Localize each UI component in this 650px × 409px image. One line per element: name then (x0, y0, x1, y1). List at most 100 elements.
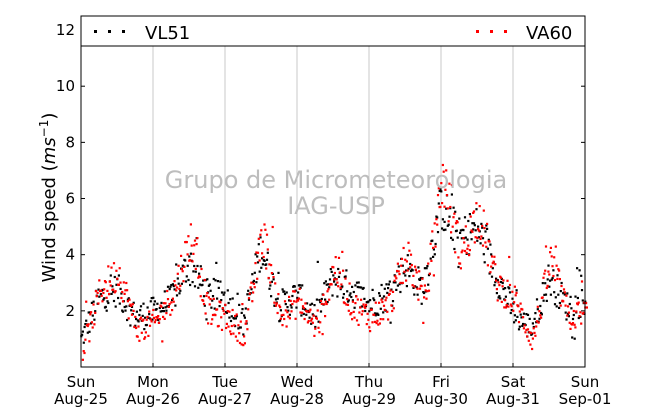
data-point (334, 256, 337, 259)
data-point (238, 341, 242, 345)
y-tick-label: 10 (56, 77, 75, 95)
data-point (549, 279, 552, 282)
data-point (532, 325, 535, 329)
data-point (423, 267, 426, 270)
data-point (83, 325, 86, 329)
data-point (193, 244, 196, 247)
data-point (402, 246, 405, 250)
data-point (308, 316, 311, 319)
data-point (459, 229, 462, 232)
data-point (470, 238, 473, 241)
data-point (300, 298, 303, 301)
data-point (84, 338, 87, 341)
data-point (225, 326, 228, 330)
data-point (311, 321, 314, 324)
data-point (528, 317, 531, 320)
data-point (332, 274, 335, 277)
data-point (274, 298, 278, 301)
data-point (405, 260, 408, 263)
data-point (203, 278, 206, 282)
data-point (513, 314, 516, 317)
data-point (544, 282, 547, 285)
data-point (536, 308, 539, 311)
data-point (273, 301, 276, 304)
data-point (261, 257, 264, 260)
data-point (129, 303, 132, 306)
data-point (416, 287, 419, 290)
data-point (537, 321, 540, 324)
data-point (499, 276, 503, 279)
data-point (187, 235, 190, 238)
data-point (395, 288, 398, 291)
data-point (380, 283, 383, 287)
data-point (580, 280, 584, 283)
data-point (210, 322, 213, 325)
data-point (229, 330, 232, 333)
data-point (427, 283, 430, 286)
data-point (169, 313, 172, 316)
data-point (320, 302, 323, 305)
data-point (99, 293, 102, 296)
data-point (191, 281, 194, 284)
data-point (522, 322, 525, 326)
data-point (286, 311, 289, 314)
data-point (120, 296, 123, 300)
data-point (418, 278, 422, 281)
data-point (479, 237, 482, 240)
data-point (498, 284, 501, 287)
data-point (285, 325, 288, 328)
data-point (504, 287, 507, 290)
data-point (377, 313, 380, 316)
data-point (219, 301, 222, 304)
data-point (237, 324, 240, 327)
data-point (371, 321, 374, 324)
data-point (340, 283, 343, 286)
data-point (162, 310, 165, 313)
data-point (558, 301, 561, 305)
data-point (348, 282, 351, 285)
data-point (166, 298, 170, 301)
data-point (416, 293, 419, 296)
data-point (549, 251, 552, 254)
x-tick-label-date: Aug-28 (270, 390, 324, 408)
data-point (237, 327, 240, 330)
data-point (540, 316, 543, 319)
data-point (533, 331, 536, 334)
data-point (171, 297, 174, 300)
data-point (552, 269, 555, 272)
data-point (153, 316, 156, 319)
data-point (285, 291, 288, 294)
data-point (168, 288, 171, 291)
data-point (336, 295, 339, 298)
data-point (295, 306, 298, 309)
data-point (264, 228, 267, 231)
data-point (283, 290, 286, 293)
data-point (175, 286, 179, 289)
data-point (560, 281, 563, 285)
data-point (290, 306, 293, 309)
data-point (87, 311, 90, 314)
data-point (403, 270, 406, 273)
data-point (413, 285, 416, 288)
data-point (503, 306, 506, 309)
data-point (274, 282, 277, 285)
data-point (112, 290, 115, 293)
data-point (325, 302, 328, 306)
data-point (452, 206, 455, 209)
data-point (464, 236, 467, 239)
data-point (357, 281, 360, 284)
data-point (565, 294, 568, 297)
data-point (475, 208, 478, 211)
data-point (455, 220, 458, 223)
data-point (495, 277, 498, 280)
data-point (262, 255, 265, 259)
data-point (220, 316, 223, 319)
data-point (531, 322, 534, 325)
data-point (459, 267, 462, 270)
watermark: Grupo de Micrometeorologia IAG-USP (165, 166, 507, 220)
data-point (227, 325, 230, 328)
series-va60 (81, 163, 588, 361)
data-point (457, 256, 460, 259)
data-point (423, 296, 426, 299)
data-point (361, 310, 364, 313)
